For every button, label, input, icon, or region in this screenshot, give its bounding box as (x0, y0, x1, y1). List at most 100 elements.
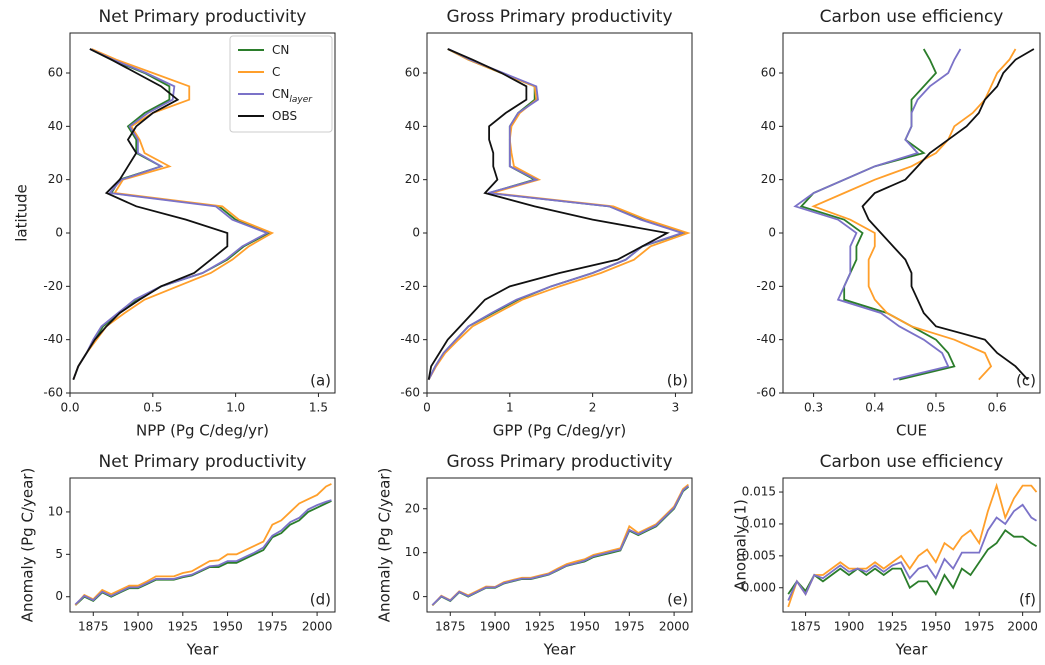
plot-frame (426, 32, 693, 394)
y-tick-label: -20 (400, 279, 420, 293)
panel-title: Carbon use efficiency (820, 452, 1004, 472)
y-tick-label: -20 (43, 279, 63, 293)
plot-frame (426, 477, 693, 613)
x-axis-label: NPP (Pg C/deg/yr) (136, 422, 269, 440)
legend-name: OBS (272, 109, 297, 123)
x-tick-label: 0 (423, 401, 431, 415)
x-axis-label: Year (186, 641, 220, 659)
y-tick-label: -40 (756, 332, 776, 346)
y-tick-label: 0.000 (742, 580, 776, 594)
y-tick-label: 0 (768, 226, 776, 240)
x-tick-label: 2000 (659, 620, 690, 634)
legend-name: C (272, 65, 280, 79)
legend-name: CN (272, 43, 289, 57)
y-tick-label: 10 (405, 545, 420, 559)
x-tick-label: 1900 (480, 620, 511, 634)
x-tick-label: 1875 (790, 620, 821, 634)
legend-name-sub: layer (289, 95, 313, 105)
profile-line (799, 48, 956, 381)
x-tick-label: 1950 (921, 620, 952, 634)
y-axis-label: Anomaly (1) (732, 499, 750, 591)
x-tick-label: 1925 (168, 620, 199, 634)
panel-title: Net Primary productivity (99, 452, 307, 472)
x-tick-label: 2000 (1007, 620, 1038, 634)
profile-line (793, 48, 962, 381)
y-tick-label: 20 (405, 501, 420, 515)
profile-line (427, 48, 687, 381)
series-line (787, 482, 1038, 608)
y-tick-label: 0.010 (742, 516, 776, 530)
series-line (431, 485, 689, 606)
x-tick-label: 2000 (302, 620, 333, 634)
x-tick-label: 1975 (964, 620, 995, 634)
x-tick-label: 0.3 (804, 401, 823, 415)
y-tick-label: 20 (761, 172, 776, 186)
series-line (74, 499, 332, 606)
legend-label: CN (272, 43, 289, 57)
plot-frame (782, 477, 1041, 613)
profile-line (72, 48, 229, 380)
profile-line (72, 48, 271, 380)
plot-frame (782, 32, 1041, 394)
x-axis-label: Year (543, 641, 577, 659)
x-axis-label: CUE (896, 422, 927, 440)
x-tick-label: 1875 (78, 620, 109, 634)
y-tick-label: -40 (43, 332, 63, 346)
x-tick-label: 1925 (525, 620, 556, 634)
x-tick-label: 0.4 (865, 401, 884, 415)
plot-frame (69, 477, 336, 613)
x-tick-label: 1975 (614, 620, 645, 634)
panel-label: (d) (310, 591, 331, 609)
y-axis-label: Anomaly (Pg C/year) (19, 468, 37, 623)
series-line (431, 486, 689, 607)
y-tick-label: 60 (761, 66, 776, 80)
panel-title: Gross Primary productivity (446, 452, 672, 472)
y-tick-label: 0.015 (742, 485, 776, 499)
y-tick-label: -60 (43, 386, 63, 400)
panel-label: (b) (667, 372, 688, 390)
y-tick-label: 40 (48, 119, 63, 133)
y-tick-label: -40 (400, 332, 420, 346)
x-tick-label: 1950 (212, 620, 243, 634)
x-axis-label: Year (895, 641, 929, 659)
x-tick-label: 0.0 (60, 401, 79, 415)
legend-label: C (272, 65, 280, 79)
profile-line (427, 48, 685, 381)
y-tick-label: 0 (412, 589, 420, 603)
x-tick-label: 1 (506, 401, 514, 415)
y-tick-label: 10 (48, 504, 63, 518)
y-tick-label: 5 (55, 547, 63, 561)
y-tick-label: 0 (55, 589, 63, 603)
profile-line (811, 48, 1017, 381)
legend-label: OBS (272, 109, 297, 123)
profile-line (72, 48, 270, 380)
series-line (74, 500, 332, 606)
x-tick-label: 2 (589, 401, 597, 415)
y-tick-label: 40 (761, 119, 776, 133)
y-tick-label: -60 (756, 386, 776, 400)
y-axis-label: Anomaly (Pg C/year) (376, 468, 394, 623)
x-tick-label: 1875 (435, 620, 466, 634)
series-line (787, 529, 1037, 596)
series-line (431, 483, 689, 607)
legend-name: CN (272, 87, 289, 101)
panel-label: (a) (310, 372, 331, 390)
series-line (74, 483, 332, 606)
legend-box (229, 35, 333, 133)
series-line (787, 503, 1037, 601)
y-tick-label: 60 (405, 66, 420, 80)
y-tick-label: -60 (400, 386, 420, 400)
panel-label: (f) (1019, 591, 1036, 609)
x-tick-label: 3 (672, 401, 680, 415)
x-tick-label: 1925 (877, 620, 908, 634)
profile-line (861, 48, 1035, 381)
y-tick-label: -20 (756, 279, 776, 293)
x-tick-label: 1975 (257, 620, 288, 634)
y-tick-label: 60 (48, 66, 63, 80)
y-tick-label: 0.005 (742, 548, 776, 562)
profile-line (427, 48, 691, 381)
x-tick-label: 0.5 (143, 401, 162, 415)
x-tick-label: 0.6 (988, 401, 1007, 415)
y-tick-label: 0 (412, 226, 420, 240)
